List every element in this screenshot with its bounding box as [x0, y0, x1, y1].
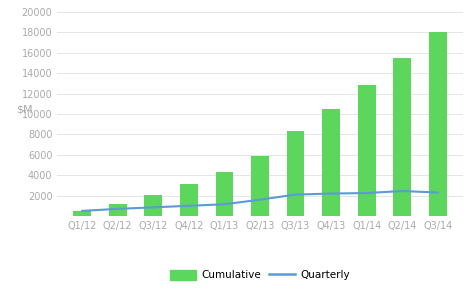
Bar: [250, 156, 268, 216]
Y-axis label: $M: $M: [17, 104, 33, 114]
Legend: Cumulative, Quarterly: Cumulative, Quarterly: [165, 266, 354, 285]
Bar: [73, 211, 91, 216]
Bar: [321, 109, 339, 216]
Bar: [109, 204, 126, 216]
Bar: [393, 58, 410, 216]
Bar: [286, 131, 304, 216]
Bar: [428, 32, 446, 216]
Bar: [215, 172, 233, 216]
Bar: [357, 85, 375, 216]
Bar: [179, 184, 198, 216]
Bar: [144, 195, 162, 216]
